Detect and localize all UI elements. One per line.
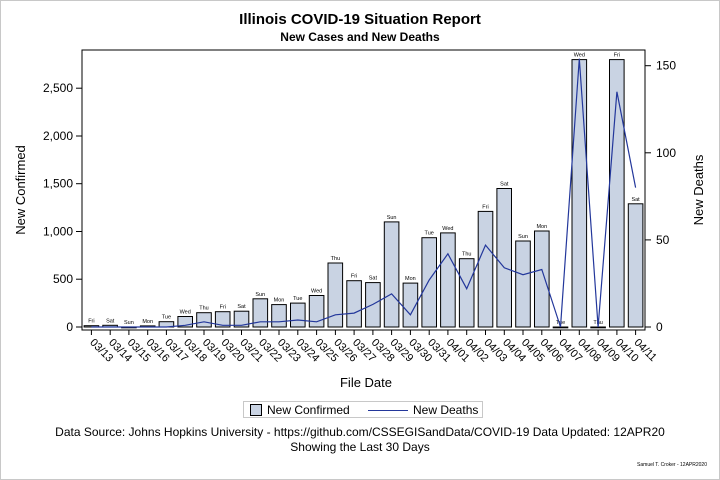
day-label: Fri [220,305,226,311]
day-labels-group: Fri Sat Sun Mon Tue Wed Thu Fri Sat Sun Mon Tue Wed T… [88,53,640,326]
plot-area [81,49,646,331]
day-label: Sat [500,182,509,188]
bar-03-18 [177,316,193,328]
bar-03-24 [290,302,306,328]
bar-04-11 [627,203,644,328]
bar-03-20 [214,311,231,328]
legend-label-new-confirmed: New Confirmed [267,403,350,417]
day-label: Wed [574,53,585,59]
bar-03-23 [271,304,287,328]
bar-04-02 [458,258,475,328]
bar-04-10 [609,59,625,328]
new-deaths-line [91,58,637,328]
bar-04-07 [552,326,569,329]
y-tick-label: 2,500 [43,81,73,95]
y2-axis-label: New Deaths [691,154,706,225]
bar-04-09 [590,326,606,329]
bar-03-27 [346,280,362,328]
legend-line-swatch [368,409,408,411]
day-label: Mon [405,276,416,282]
footnote-source: Data Source: Johns Hopkins University - … [55,425,665,439]
y2-tick-label: 50 [656,233,670,247]
bars-group [83,59,644,329]
bar-04-06 [534,230,550,328]
legend-bar-swatch [250,404,262,416]
legend: New Confirmed New Deaths [243,401,483,418]
bar-03-22 [252,298,269,328]
day-label: Tue [425,231,434,237]
y-tick-label: 1,500 [43,177,73,191]
y-axis-right: 0 50 100 150 [645,59,676,334]
day-label: Tue [293,296,302,302]
day-label: Fri [351,274,357,280]
y2-tick-label: 100 [656,146,676,160]
day-label: Mon [536,224,547,230]
bar-03-26 [327,262,344,328]
day-label: Sun [387,215,397,221]
day-label: Thu [462,252,471,258]
day-label: Mon [142,319,153,325]
footnote-range: Showing the Last 30 Days [290,440,430,454]
day-label: Wed [180,310,191,316]
y-tick-label: 2,000 [43,129,73,143]
day-label: Sun [518,234,528,240]
day-label: Fri [614,53,620,59]
x-axis: 03/1303/1403/1503/1603/1703/1803/1903/20… [87,330,659,365]
day-label: Thu [199,306,208,312]
y-axis-left: 0 500 1,000 1,500 2,000 2,500 [43,81,82,334]
day-label: Mon [274,298,285,304]
bar-04-05 [515,240,531,328]
bar-03-30 [402,282,419,328]
day-label: Sat [106,318,115,324]
bar-03-19 [196,312,212,328]
x-axis-label: File Date [340,375,392,390]
day-label: Tue [162,315,171,321]
day-label: Fri [88,319,94,325]
day-label: Wed [311,289,322,295]
day-label: Sat [631,197,640,203]
author-credit: Samuel T. Croker - 12APR2020 [637,462,707,468]
bar-04-01 [440,232,456,328]
bar-03-29 [383,221,400,328]
day-label: Sat [369,276,378,282]
y2-tick-label: 150 [656,59,676,73]
y-tick-label: 0 [66,320,73,334]
day-label: Thu [331,256,340,262]
chart-subtitle: New Cases and New Deaths [280,30,440,44]
day-label: Sat [237,304,246,310]
bar-03-21 [233,310,250,328]
bar-04-08 [571,59,588,328]
y-tick-label: 500 [53,272,73,286]
y2-tick-label: 0 [656,320,663,334]
y-axis-label: New Confirmed [13,145,28,235]
day-label: Sun [255,292,265,298]
bar-03-25 [308,295,325,328]
y-tick-label: 1,000 [43,225,73,239]
bar-04-04 [496,188,512,328]
legend-label-new-deaths: New Deaths [413,403,479,417]
day-label: Sun [124,320,134,326]
chart-title: Illinois COVID-19 Situation Report [239,11,481,28]
legend-item-new-deaths: New Deaths [368,403,478,417]
bar-04-03 [477,210,494,328]
day-label: Wed [442,226,453,232]
legend-item-new-confirmed: New Confirmed [250,403,350,417]
day-label: Fri [482,204,488,210]
bar-03-31 [421,237,437,328]
